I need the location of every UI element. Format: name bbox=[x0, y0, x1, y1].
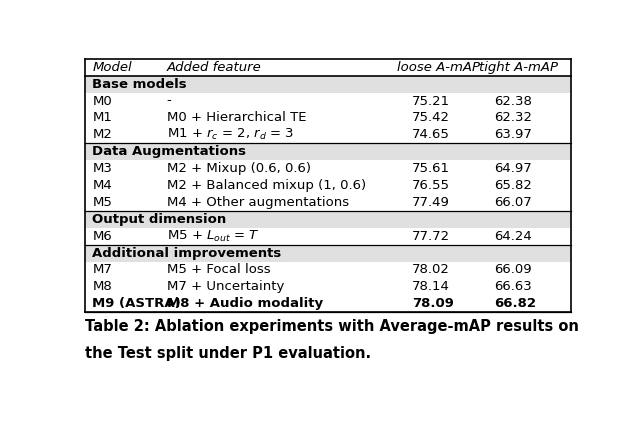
Text: 74.65: 74.65 bbox=[412, 128, 450, 141]
Text: M9 (ASTRA): M9 (ASTRA) bbox=[92, 297, 181, 310]
Text: 62.38: 62.38 bbox=[494, 95, 532, 108]
Text: 66.09: 66.09 bbox=[494, 263, 532, 276]
Text: Output dimension: Output dimension bbox=[92, 213, 227, 226]
Text: 77.49: 77.49 bbox=[412, 196, 450, 209]
Text: M8 + Audio modality: M8 + Audio modality bbox=[167, 297, 323, 310]
Text: 76.55: 76.55 bbox=[412, 179, 451, 192]
Bar bbox=[85, 245, 571, 262]
Text: M4: M4 bbox=[92, 179, 112, 192]
Text: M0 + Hierarchical TE: M0 + Hierarchical TE bbox=[167, 111, 307, 124]
Text: 63.97: 63.97 bbox=[494, 128, 532, 141]
Text: M1: M1 bbox=[92, 111, 112, 124]
Text: 75.61: 75.61 bbox=[412, 162, 451, 175]
Text: M3: M3 bbox=[92, 162, 112, 175]
Text: M8: M8 bbox=[92, 280, 112, 293]
Text: M4 + Other augmentations: M4 + Other augmentations bbox=[167, 196, 349, 209]
Text: M5 + $L_{out}$ = $T$: M5 + $L_{out}$ = $T$ bbox=[167, 229, 260, 244]
Text: 66.07: 66.07 bbox=[494, 196, 532, 209]
Text: Added feature: Added feature bbox=[167, 61, 262, 74]
Text: 77.72: 77.72 bbox=[412, 230, 451, 243]
Bar bbox=[85, 211, 571, 228]
Text: 78.02: 78.02 bbox=[412, 263, 450, 276]
Text: 66.63: 66.63 bbox=[494, 280, 532, 293]
Text: M7 + Uncertainty: M7 + Uncertainty bbox=[167, 280, 284, 293]
Text: 78.14: 78.14 bbox=[412, 280, 450, 293]
Text: Additional improvements: Additional improvements bbox=[92, 246, 282, 260]
Text: -: - bbox=[167, 95, 172, 108]
Text: loose A-mAP: loose A-mAP bbox=[397, 61, 481, 74]
Text: M2 + Balanced mixup (1, 0.6): M2 + Balanced mixup (1, 0.6) bbox=[167, 179, 366, 192]
Text: M1 + $r_c$ = 2, $r_d$ = 3: M1 + $r_c$ = 2, $r_d$ = 3 bbox=[167, 127, 294, 142]
Text: 75.42: 75.42 bbox=[412, 111, 451, 124]
Text: 64.24: 64.24 bbox=[494, 230, 532, 243]
Text: Base models: Base models bbox=[92, 78, 187, 91]
Bar bbox=[85, 76, 571, 92]
Text: M6: M6 bbox=[92, 230, 112, 243]
Text: the Test split under P1 evaluation.: the Test split under P1 evaluation. bbox=[85, 346, 371, 361]
Text: tight A-mAP: tight A-mAP bbox=[479, 61, 558, 74]
Text: 66.82: 66.82 bbox=[494, 297, 536, 310]
Text: Table 2: Ablation experiments with Average-mAP results on: Table 2: Ablation experiments with Avera… bbox=[85, 319, 579, 334]
Text: M2: M2 bbox=[92, 128, 112, 141]
Text: M7: M7 bbox=[92, 263, 112, 276]
Text: Data Augmentations: Data Augmentations bbox=[92, 145, 246, 158]
Text: Model: Model bbox=[92, 61, 132, 74]
Text: M0: M0 bbox=[92, 95, 112, 108]
Text: 64.97: 64.97 bbox=[494, 162, 532, 175]
Text: 62.32: 62.32 bbox=[494, 111, 532, 124]
Text: 65.82: 65.82 bbox=[494, 179, 532, 192]
Text: 75.21: 75.21 bbox=[412, 95, 451, 108]
Text: M5 + Focal loss: M5 + Focal loss bbox=[167, 263, 271, 276]
Bar bbox=[85, 143, 571, 160]
Text: M5: M5 bbox=[92, 196, 112, 209]
Text: 78.09: 78.09 bbox=[412, 297, 454, 310]
Text: M2 + Mixup (0.6, 0.6): M2 + Mixup (0.6, 0.6) bbox=[167, 162, 311, 175]
